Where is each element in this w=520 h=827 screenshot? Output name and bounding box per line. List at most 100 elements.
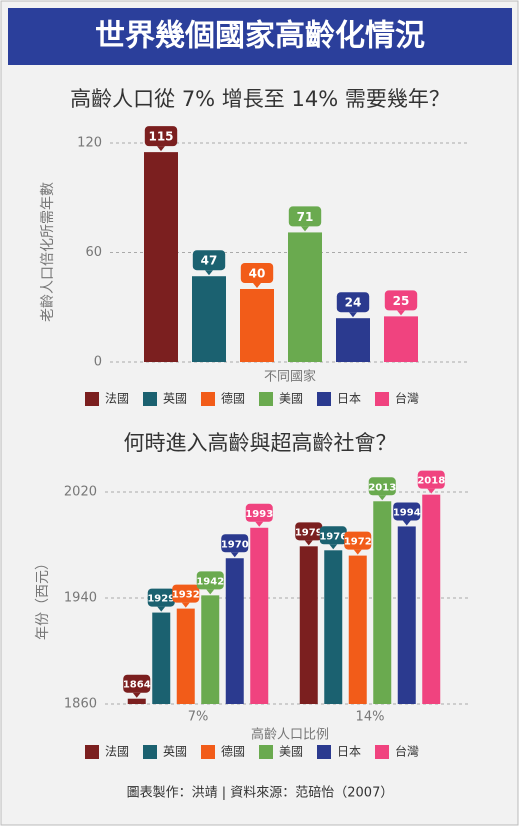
data-label-bg: [393, 502, 421, 521]
data-label-bg: [295, 522, 323, 541]
data-label: 1932: [172, 590, 200, 601]
legend-label: 德國: [221, 391, 245, 406]
data-label: 1942: [196, 576, 224, 587]
bar: [324, 550, 343, 704]
data-label-tail: [402, 520, 411, 526]
bar: [373, 501, 392, 704]
data-label: 47: [201, 254, 218, 268]
data-label-bg: [196, 571, 224, 590]
legend-swatch: [259, 745, 273, 759]
data-label: 2013: [368, 482, 396, 493]
legend-swatch: [143, 745, 157, 759]
legend-label: 美國: [279, 392, 303, 406]
data-label-tail: [427, 488, 436, 494]
y-axis-label: 年份（西元）: [35, 556, 51, 640]
data-label: 71: [297, 210, 314, 224]
bar: [288, 232, 322, 362]
bar: [299, 546, 318, 704]
legend-swatch: [375, 745, 389, 759]
data-label-bg: [123, 674, 151, 693]
data-label-bg: [336, 292, 370, 313]
data-label-bg: [221, 534, 249, 553]
x-tick-label: 14%: [356, 710, 385, 725]
x-axis-label: 高齡人口比例: [251, 727, 329, 743]
data-label-bg: [172, 584, 200, 603]
legend-label: 台灣: [395, 391, 419, 406]
bar: [225, 558, 244, 704]
data-label-bg: [368, 477, 396, 496]
bar: [240, 289, 274, 362]
data-label-tail: [255, 521, 264, 527]
data-label-tail: [397, 310, 405, 316]
bar: [348, 555, 367, 704]
data-label: 24: [345, 296, 362, 310]
chart-title: 何時進入高齡與超高齡社會？: [124, 431, 397, 455]
data-label-tail: [329, 544, 338, 550]
legend-swatch: [143, 392, 157, 406]
legend-swatch: [201, 745, 215, 759]
legend-label: 德國: [221, 744, 245, 759]
data-label-bg: [288, 206, 322, 227]
data-label-tail: [349, 312, 357, 318]
bar: [144, 152, 178, 362]
data-label-tail: [132, 692, 141, 698]
data-label: 1979: [295, 527, 323, 538]
footer-source: 圖表製作：洪靖 | 資料來源：范碚怡（2007）: [127, 786, 394, 801]
header-bar: [8, 8, 512, 65]
data-label-tail: [205, 270, 213, 276]
data-label-bg: [245, 503, 273, 522]
bar: [250, 527, 269, 704]
legend-label: 英國: [163, 745, 187, 759]
data-label-bg: [240, 263, 274, 283]
data-label-tail: [230, 552, 239, 558]
legend-swatch: [317, 392, 331, 406]
data-label-tail: [353, 549, 362, 555]
data-label-bg: [192, 250, 226, 271]
data-label-bg: [344, 531, 372, 550]
data-label: 115: [148, 130, 173, 144]
y-tick-label: 60: [85, 245, 102, 260]
data-label: 25: [393, 294, 410, 308]
bar: [192, 276, 226, 362]
data-label: 1864: [123, 680, 151, 691]
data-label: 1929: [147, 594, 175, 605]
legend-swatch: [85, 392, 99, 406]
data-label-tail: [253, 283, 261, 288]
data-label-bg: [147, 588, 175, 607]
data-label-bg: [144, 126, 178, 147]
y-tick-label: 120: [77, 136, 102, 151]
y-axis-label: 老齡人口倍化所需年數: [40, 182, 56, 322]
data-label-tail: [157, 606, 166, 612]
data-label-tail: [304, 540, 313, 546]
bar: [176, 608, 195, 704]
data-label-bg: [384, 290, 418, 311]
data-label-tail: [157, 146, 165, 152]
y-tick-label: 0: [94, 355, 102, 370]
legend-label: 台灣: [395, 744, 419, 759]
data-label: 40: [249, 267, 266, 281]
bar: [397, 526, 416, 704]
bar: [127, 698, 146, 704]
legend-label: 日本: [337, 392, 361, 406]
data-label: 1972: [344, 537, 372, 548]
data-label: 1993: [245, 509, 273, 520]
legend-label: 美國: [279, 745, 303, 759]
legend-label: 英國: [163, 392, 187, 406]
bar: [384, 316, 418, 362]
data-label: 2018: [417, 476, 445, 487]
bar: [422, 494, 441, 704]
y-tick-label: 1940: [64, 591, 97, 606]
data-label: 1994: [393, 507, 421, 518]
data-label-bg: [417, 470, 445, 489]
data-label-tail: [206, 589, 215, 595]
y-tick-label: 2020: [64, 485, 97, 500]
page-title: 世界幾個國家高齡化情況: [95, 19, 425, 54]
data-label-bg: [319, 526, 347, 545]
legend-swatch: [317, 745, 331, 759]
bar: [201, 595, 220, 704]
legend-swatch: [201, 392, 215, 406]
data-label-tail: [378, 495, 387, 501]
data-label: 1976: [319, 531, 347, 542]
